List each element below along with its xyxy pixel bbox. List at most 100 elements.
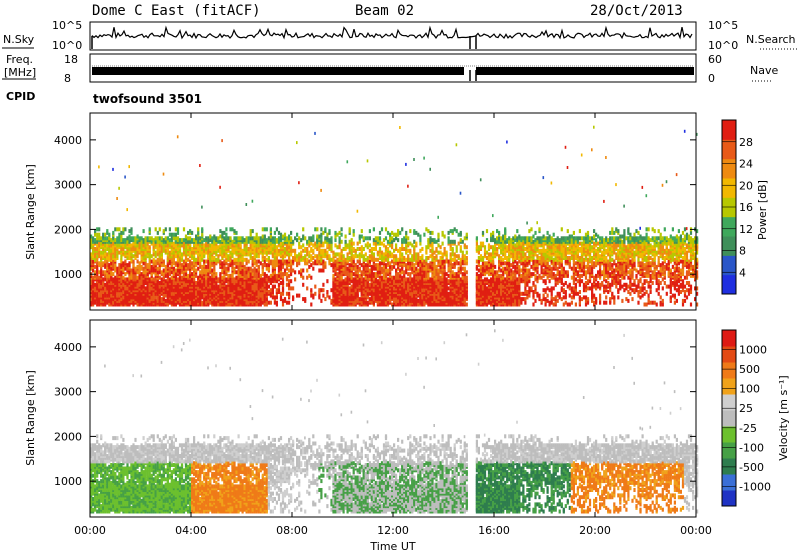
data-cell — [453, 227, 456, 232]
data-cell — [116, 227, 119, 232]
data-cell — [380, 275, 384, 280]
data-cell — [415, 261, 418, 266]
data-cell — [265, 277, 268, 282]
data-cell — [354, 254, 357, 259]
data-cell — [118, 239, 121, 244]
data-cell — [241, 268, 244, 273]
data-cell — [419, 266, 422, 271]
data-cell — [249, 248, 252, 253]
data-cell — [245, 247, 248, 251]
data-cell — [156, 230, 159, 235]
data-cell — [225, 272, 228, 277]
data-cell — [233, 257, 236, 262]
data-cell — [352, 254, 355, 259]
data-cell — [358, 256, 361, 260]
data-cell — [352, 277, 355, 282]
data-cell — [415, 230, 418, 235]
nsky-tick-bottom: 10^0 — [52, 39, 82, 52]
data-cell — [197, 230, 200, 235]
data-cell — [138, 270, 141, 275]
data-cell — [358, 239, 361, 244]
data-cell — [449, 272, 452, 277]
data-cell — [158, 247, 161, 251]
data-cell — [485, 256, 489, 260]
data-cell — [413, 229, 416, 234]
data-cell — [288, 256, 291, 260]
data-cell — [267, 263, 270, 268]
data-cell — [261, 234, 264, 239]
data-cell — [162, 272, 165, 277]
data-cell — [176, 291, 180, 296]
data-cell — [425, 298, 428, 303]
data-cell — [409, 298, 412, 303]
data-cell — [358, 277, 361, 282]
data-cell — [336, 257, 339, 262]
data-cell — [306, 286, 309, 291]
data-cell — [338, 236, 341, 241]
data-cell — [245, 257, 248, 262]
data-cell — [249, 254, 252, 259]
data-cell — [356, 247, 359, 251]
data-cell — [348, 295, 351, 300]
data-cell — [310, 263, 313, 268]
data-cell — [104, 248, 107, 253]
data-cell — [148, 263, 151, 268]
data-cell — [102, 261, 105, 266]
data-cell — [354, 277, 357, 282]
data-cell — [346, 243, 349, 248]
data-cell — [334, 277, 337, 282]
data-cell — [340, 248, 343, 253]
data-cell — [453, 239, 456, 244]
data-cell — [405, 277, 408, 282]
data-cell — [118, 266, 121, 271]
data-cell — [146, 272, 149, 277]
data-cell — [128, 239, 131, 244]
data-cell — [389, 250, 392, 255]
data-cell — [288, 234, 291, 239]
data-cell — [245, 203, 248, 206]
data-cell — [350, 241, 353, 246]
data-cell — [178, 302, 182, 307]
data-cell — [447, 286, 450, 291]
data-cell — [187, 273, 190, 278]
data-cell — [207, 298, 210, 303]
data-cell — [106, 247, 109, 251]
data-cell — [411, 270, 414, 275]
data-cell — [439, 275, 442, 280]
data-cell — [225, 232, 228, 237]
data-cell — [265, 266, 268, 271]
data-cell — [201, 275, 204, 280]
data-cell — [360, 275, 363, 280]
data-cell — [334, 230, 337, 235]
data-cell — [104, 273, 107, 278]
data-cell — [225, 243, 228, 248]
data-cell — [407, 184, 409, 188]
data-cell — [285, 300, 289, 305]
data-cell — [146, 241, 149, 246]
nsky-tick-top: 10^5 — [52, 19, 82, 32]
data-cell — [136, 250, 139, 255]
data-cell — [213, 234, 216, 239]
data-cell — [223, 252, 226, 257]
data-cell — [170, 248, 173, 253]
data-cell — [180, 284, 184, 289]
data-cell — [324, 261, 327, 266]
data-cell — [356, 264, 359, 269]
data-cell — [370, 272, 373, 277]
data-cell — [374, 277, 377, 282]
data-cell — [453, 272, 456, 277]
data-cell — [395, 268, 398, 273]
data-cell — [326, 250, 329, 255]
data-cell — [221, 268, 224, 273]
data-cell — [168, 259, 171, 264]
data-cell — [326, 236, 329, 241]
data-cell — [320, 188, 322, 192]
data-cell — [269, 273, 272, 278]
data-cell — [376, 263, 379, 268]
data-cell — [283, 250, 287, 255]
data-cell — [457, 261, 460, 266]
data-cell — [310, 254, 313, 259]
data-cell — [94, 232, 97, 237]
data-cell — [197, 239, 200, 244]
data-cell — [310, 288, 313, 293]
